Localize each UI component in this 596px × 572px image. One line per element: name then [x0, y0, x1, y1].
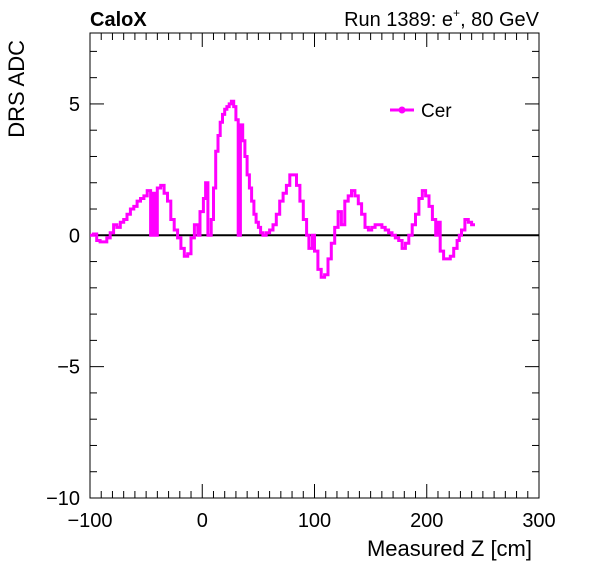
series-cer-line [90, 99, 475, 279]
header-left-label: CaloX [90, 9, 147, 31]
y-axis-label: DRS ADC [4, 40, 29, 138]
legend: Cer [390, 101, 452, 122]
x-axis-ticks [89, 33, 540, 498]
header-right-prefix: Run 1389: e [344, 9, 453, 31]
y-tick-label: 5 [69, 94, 80, 116]
plot-frame [89, 32, 540, 499]
header-right-sup: + [453, 6, 460, 20]
header-right-suffix: , 80 GeV [460, 9, 540, 31]
legend-marker-dot [398, 106, 406, 114]
y-tick-label: 0 [69, 225, 80, 247]
x-axis-label: Measured Z [cm] [367, 536, 532, 561]
y-tick-label: −5 [57, 357, 80, 379]
x-tick-label: 200 [410, 510, 443, 532]
x-tick-label: −100 [67, 510, 112, 532]
y-axis-tick-labels: −10 −5 0 5 [46, 94, 80, 510]
x-tick-label: 100 [298, 510, 331, 532]
x-axis-tick-labels: −100 0 100 200 300 [67, 510, 555, 532]
legend-label-cer: Cer [421, 101, 452, 122]
header-right-label: Run 1389: e+, 80 GeV [344, 6, 540, 31]
y-axis-ticks [90, 50, 539, 499]
y-tick-label: −10 [46, 488, 80, 510]
x-tick-label: 300 [522, 510, 555, 532]
x-tick-label: 0 [197, 510, 208, 532]
